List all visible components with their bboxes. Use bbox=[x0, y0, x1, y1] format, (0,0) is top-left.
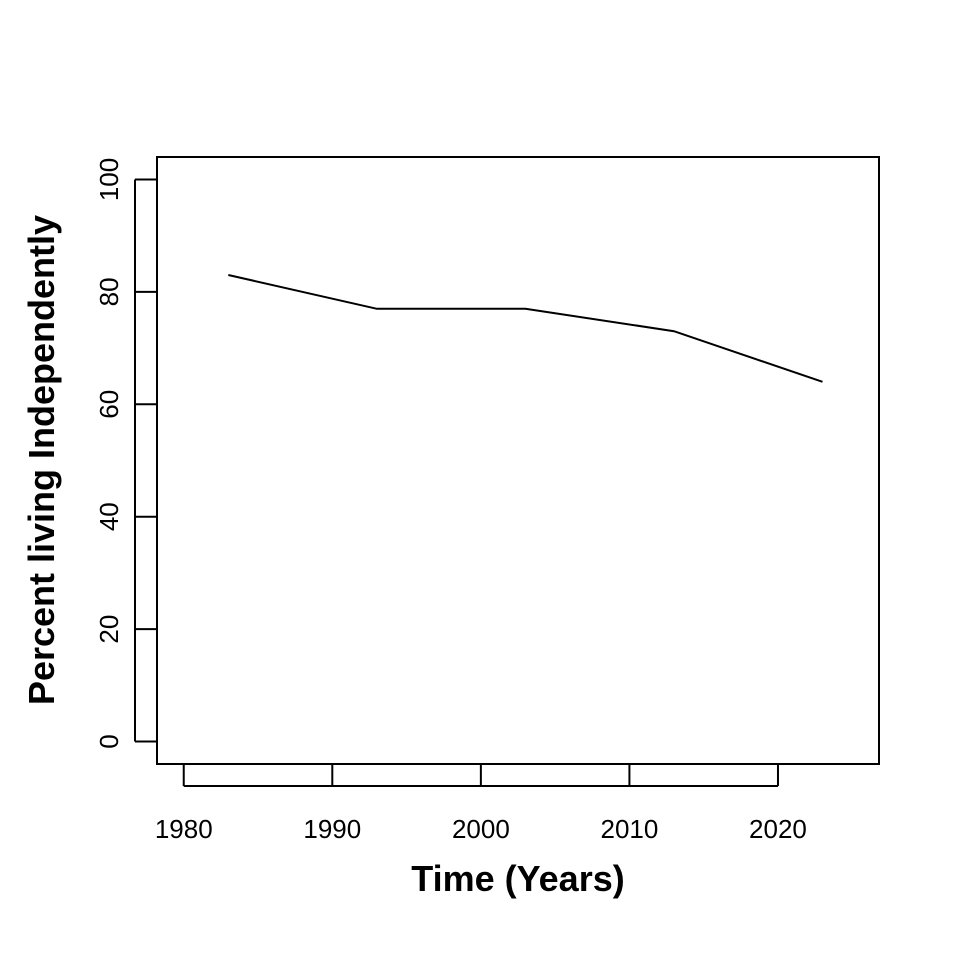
x-tick-label: 2010 bbox=[600, 814, 658, 844]
x-tick-label: 2020 bbox=[749, 814, 807, 844]
y-tick-label: 20 bbox=[94, 615, 124, 644]
x-tick-label: 2000 bbox=[452, 814, 510, 844]
y-tick-label: 40 bbox=[94, 502, 124, 531]
x-axis: 1980 1990 2000 2010 2020 bbox=[155, 765, 807, 844]
y-tick-label: 100 bbox=[94, 158, 124, 201]
y-axis-title: Percent living Independently bbox=[21, 215, 62, 705]
y-tick-label: 0 bbox=[94, 734, 124, 748]
series-line bbox=[228, 274, 823, 383]
y-tick-label: 60 bbox=[94, 390, 124, 419]
plot-frame bbox=[156, 156, 880, 765]
x-tick-label: 1980 bbox=[155, 814, 213, 844]
y-axis: 0 20 40 60 80 100 bbox=[94, 158, 156, 749]
x-axis-title: Time (Years) bbox=[411, 858, 624, 899]
x-tick-label: 1990 bbox=[303, 814, 361, 844]
y-tick-label: 80 bbox=[94, 277, 124, 306]
series-layer bbox=[228, 274, 823, 383]
